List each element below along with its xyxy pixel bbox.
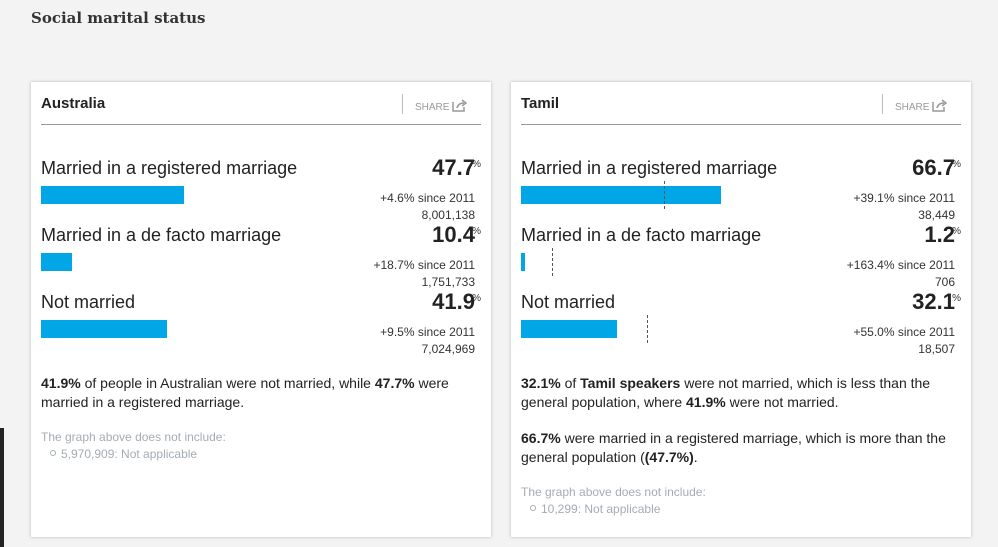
- percent-value: 66.7: [912, 155, 955, 180]
- page-title: Social marital status: [31, 9, 206, 27]
- summary-text: were not married.: [725, 394, 839, 410]
- count: 38,449: [918, 208, 955, 222]
- count: 706: [934, 275, 955, 289]
- share-button[interactable]: SHARE: [895, 99, 948, 113]
- count: 18,507: [918, 342, 955, 356]
- percent-value: 41.9: [432, 289, 475, 314]
- reference-marker: [664, 181, 666, 209]
- panel-heading: Tamil: [521, 95, 560, 112]
- header-rule: [521, 124, 961, 125]
- share-label: SHARE: [415, 102, 450, 113]
- summary-text: 47.7%: [374, 375, 415, 391]
- reference-marker: [552, 248, 554, 276]
- percent-value: 1.2: [924, 222, 955, 247]
- summary-text: Tamil speakers: [580, 375, 681, 391]
- summary-text: 41.9%: [41, 375, 81, 391]
- summary-text: .: [693, 449, 698, 465]
- summary-text: of: [560, 375, 581, 391]
- summary-text: 32.1%: [521, 375, 561, 391]
- percent-sign: %: [952, 293, 961, 304]
- summary-text: 41.9%: [686, 394, 726, 410]
- row-label: Not married: [521, 292, 616, 312]
- bar: [521, 253, 525, 271]
- count: 1,751,733: [421, 275, 475, 289]
- note-heading: The graph above does not include:: [41, 430, 226, 444]
- panel-heading: Australia: [41, 95, 106, 112]
- exclusion-note: The graph above does not include: 5,970,9…: [41, 429, 481, 463]
- summary-text: of people in Australian were not married…: [80, 375, 375, 391]
- exclusion-note: The graph above does not include: 10,299:…: [521, 484, 961, 518]
- summary: 41.9% of people in Australian were not m…: [41, 374, 481, 463]
- percent-sign: %: [472, 293, 481, 304]
- separator: [402, 94, 403, 114]
- change-since: +4.6% since 2011: [380, 191, 475, 205]
- count: 7,024,969: [421, 342, 475, 356]
- panel-card: Australia SHARE Married in a registered ma…: [31, 82, 491, 537]
- change-since: +39.1% since 2011: [853, 191, 955, 205]
- bar: [41, 253, 73, 271]
- bullet: [530, 505, 536, 511]
- share-button[interactable]: SHARE: [415, 99, 468, 113]
- exclusion-text: 5,970,909: Not applicable: [61, 447, 198, 461]
- row-label: Married in a de facto marriage: [521, 225, 762, 245]
- separator: [882, 94, 883, 114]
- exclusion-item: 10,299: Not applicable: [521, 501, 961, 518]
- share-label: SHARE: [895, 102, 930, 113]
- summary-text: were married in a registered marriage, w…: [521, 430, 946, 465]
- change-since: +9.5% since 2011: [380, 325, 475, 339]
- change-since: +55.0% since 2011: [853, 325, 955, 339]
- window-edge: [0, 428, 4, 547]
- summary: 32.1% of Tamil speakers were not married…: [521, 374, 961, 518]
- summary-text: (47.7%): [644, 449, 694, 465]
- bullet: [50, 450, 56, 456]
- bar: [41, 320, 167, 338]
- change-since: +163.4% since 2011: [846, 258, 955, 272]
- summary-paragraph: 32.1% of Tamil speakers were not married…: [521, 374, 961, 412]
- row-label: Married in a registered marriage: [41, 158, 298, 178]
- percent-sign: %: [952, 226, 961, 237]
- bar: [41, 186, 185, 204]
- percent-value: 47.7: [432, 155, 475, 180]
- row-label: Not married: [41, 292, 136, 312]
- row-label: Married in a de facto marriage: [41, 225, 282, 245]
- share-icon: [452, 99, 468, 112]
- exclusion-item: 5,970,909: Not applicable: [41, 446, 481, 463]
- panel-card: Tamil SHARE Married in a registered marria…: [511, 82, 971, 537]
- percent-sign: %: [472, 159, 481, 170]
- summary-paragraph: 66.7% were married in a registered marri…: [521, 429, 961, 467]
- summary-paragraph: 41.9% of people in Australian were not m…: [41, 374, 481, 412]
- percent-sign: %: [952, 159, 961, 170]
- percent-sign: %: [472, 226, 481, 237]
- percent-value: 32.1: [912, 289, 955, 314]
- exclusion-text: 10,299: Not applicable: [541, 502, 661, 516]
- note-heading: The graph above does not include:: [521, 485, 706, 499]
- count: 8,001,138: [421, 208, 475, 222]
- bar: [521, 320, 618, 338]
- summary-text: 66.7%: [521, 430, 561, 446]
- reference-marker: [646, 315, 648, 343]
- change-since: +18.7% since 2011: [373, 258, 475, 272]
- header-rule: [41, 124, 481, 125]
- summary-text: were not married, which is less than the…: [521, 375, 931, 410]
- percent-value: 10.4: [432, 222, 475, 247]
- bar: [521, 186, 722, 204]
- share-icon: [932, 99, 948, 112]
- summary-text: were married in a registered marriage.: [41, 375, 449, 410]
- row-label: Married in a registered marriage: [521, 158, 778, 178]
